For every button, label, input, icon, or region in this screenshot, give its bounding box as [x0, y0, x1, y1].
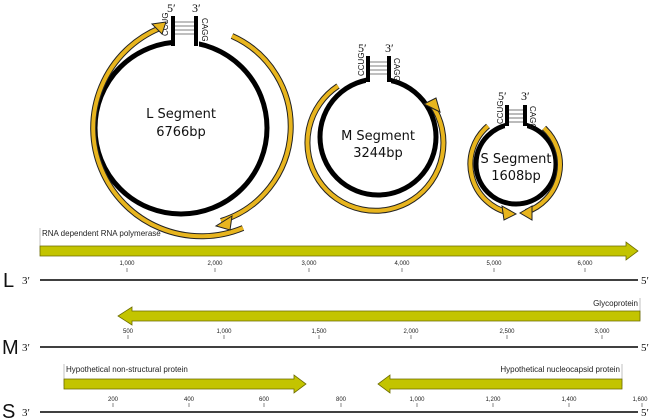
track-m-end-right: 5′: [641, 342, 649, 354]
track-s-tick: 1,400: [561, 397, 577, 403]
circle-l-arrow-right: [220, 33, 294, 224]
circle-l-gap: [171, 36, 199, 48]
track-m-tick: 3,000: [594, 329, 610, 335]
circle-s-arrowhead-left: [501, 205, 518, 221]
circle-s-3prime: 3′: [521, 89, 530, 103]
track-m-tick: 1,500: [311, 329, 327, 335]
track-l-letter: L: [3, 270, 14, 292]
circle-m-segment: 5′ 3′ CCUG CAGG M Segment 3244bp: [304, 41, 447, 214]
track-m-end-left: 3′: [22, 342, 30, 354]
circle-m-base-pairs: [370, 61, 387, 75]
track-l-gene-arrow: [39, 241, 639, 261]
track-m: Glycoprotein 500 1,000 1,500 2,000 2,500…: [2, 298, 649, 359]
circle-l-3prime: 3′: [192, 1, 201, 15]
track-l-gene-label: RNA dependent RNA polymerase: [42, 229, 161, 238]
track-s-tick: 800: [336, 397, 347, 403]
track-s-end-left: 3′: [22, 407, 30, 418]
circle-l-5prime: 5′: [167, 1, 176, 15]
track-l-tick: 4,000: [394, 261, 410, 267]
circle-s-segment: 5′ 3′ CCUG CAGG S Segment 1608bp: [467, 89, 563, 221]
circle-m-gap: [366, 74, 391, 84]
track-s-ticks: [112, 403, 643, 407]
track-m-ticks: [127, 335, 603, 339]
track-s-tick: 1,600: [632, 397, 648, 403]
circle-l-seq-right: CAGG: [200, 18, 209, 42]
circle-s-seq-right: CAGG: [528, 106, 537, 130]
track-m-gene-arrow: [117, 306, 641, 326]
circle-m-3prime: 3′: [385, 41, 394, 55]
track-l-tick: 2,000: [207, 261, 223, 267]
circle-l-arrowhead-right: [214, 215, 233, 231]
circle-l-size: 6766bp: [156, 125, 206, 140]
circle-s-5prime: 5′: [498, 89, 507, 103]
track-s: Hypothetical non-structural protein Hypo…: [2, 364, 649, 418]
track-m-letter: M: [2, 337, 19, 359]
circle-s-seq-left: CCUG: [496, 100, 505, 124]
circle-s-size: 1608bp: [491, 169, 541, 184]
track-s-gene1-arrow: [63, 374, 307, 394]
track-l-end-left: 3′: [22, 275, 30, 287]
circle-l-segment: 5′ 3′ CCUG CAGG L Segment 6766bp: [90, 1, 294, 240]
track-l-tick: 5,000: [486, 261, 502, 267]
track-m-tick: 2,000: [403, 329, 419, 335]
track-s-end-right: 5′: [641, 407, 649, 418]
track-l-end-right: 5′: [641, 275, 649, 287]
circle-m-5prime: 5′: [358, 41, 367, 55]
circle-m-seq-left: CCUG: [357, 52, 366, 76]
circle-m-name: M Segment: [341, 129, 415, 144]
track-s-tick: 1,200: [485, 397, 501, 403]
track-l-tick: 3,000: [301, 261, 317, 267]
circle-m-arrowhead: [422, 97, 441, 113]
circle-l-name: L Segment: [146, 107, 216, 122]
track-m-tick: 500: [123, 329, 134, 335]
track-s-tick: 200: [108, 397, 119, 403]
circle-l-base-pairs: [175, 21, 194, 35]
circle-l-arrowhead-left: [150, 21, 167, 35]
track-l-tick: 1,000: [119, 261, 135, 267]
track-m-tick: 2,500: [499, 329, 515, 335]
circle-s-name: S Segment: [481, 152, 552, 167]
track-s-gene1-label: Hypothetical non-structural protein: [66, 365, 188, 374]
track-m-gene-label: Glycoprotein: [593, 299, 638, 308]
track-s-gene2-arrow: [377, 374, 623, 394]
circle-s-base-pairs: [509, 109, 523, 123]
circle-s-arrowhead-right: [519, 205, 533, 221]
track-s-tick: 400: [184, 397, 195, 403]
track-s-tick: 600: [259, 397, 270, 403]
circle-m-seq-right: CAGG: [392, 58, 401, 82]
track-s-gene2-label: Hypothetical nucleocapsid protein: [500, 365, 620, 374]
track-s-tick: 1,000: [409, 397, 425, 403]
circle-m-size: 3244bp: [353, 146, 403, 161]
circle-s-gap: [505, 118, 527, 128]
track-l: RNA dependent RNA polymerase 1,000 2,000…: [3, 228, 649, 292]
track-l-ticks: [126, 268, 586, 272]
track-m-tick: 1,000: [216, 329, 232, 335]
track-l-tick: 6,000: [577, 261, 593, 267]
track-s-letter: S: [2, 401, 15, 418]
